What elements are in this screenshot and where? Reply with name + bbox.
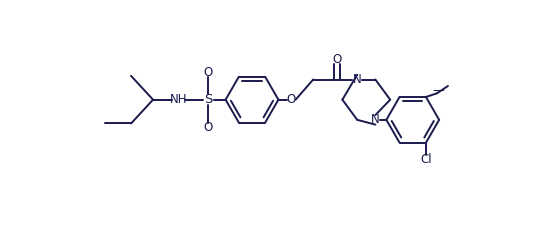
Text: O: O [203, 121, 212, 134]
Text: O: O [333, 53, 342, 66]
Text: S: S [204, 93, 212, 106]
Text: N: N [353, 73, 362, 86]
Text: N: N [371, 113, 380, 126]
Text: Cl: Cl [420, 153, 432, 166]
Text: O: O [287, 93, 296, 106]
Text: NH: NH [170, 93, 187, 106]
Text: O: O [203, 66, 212, 79]
Text: —: — [433, 84, 444, 97]
